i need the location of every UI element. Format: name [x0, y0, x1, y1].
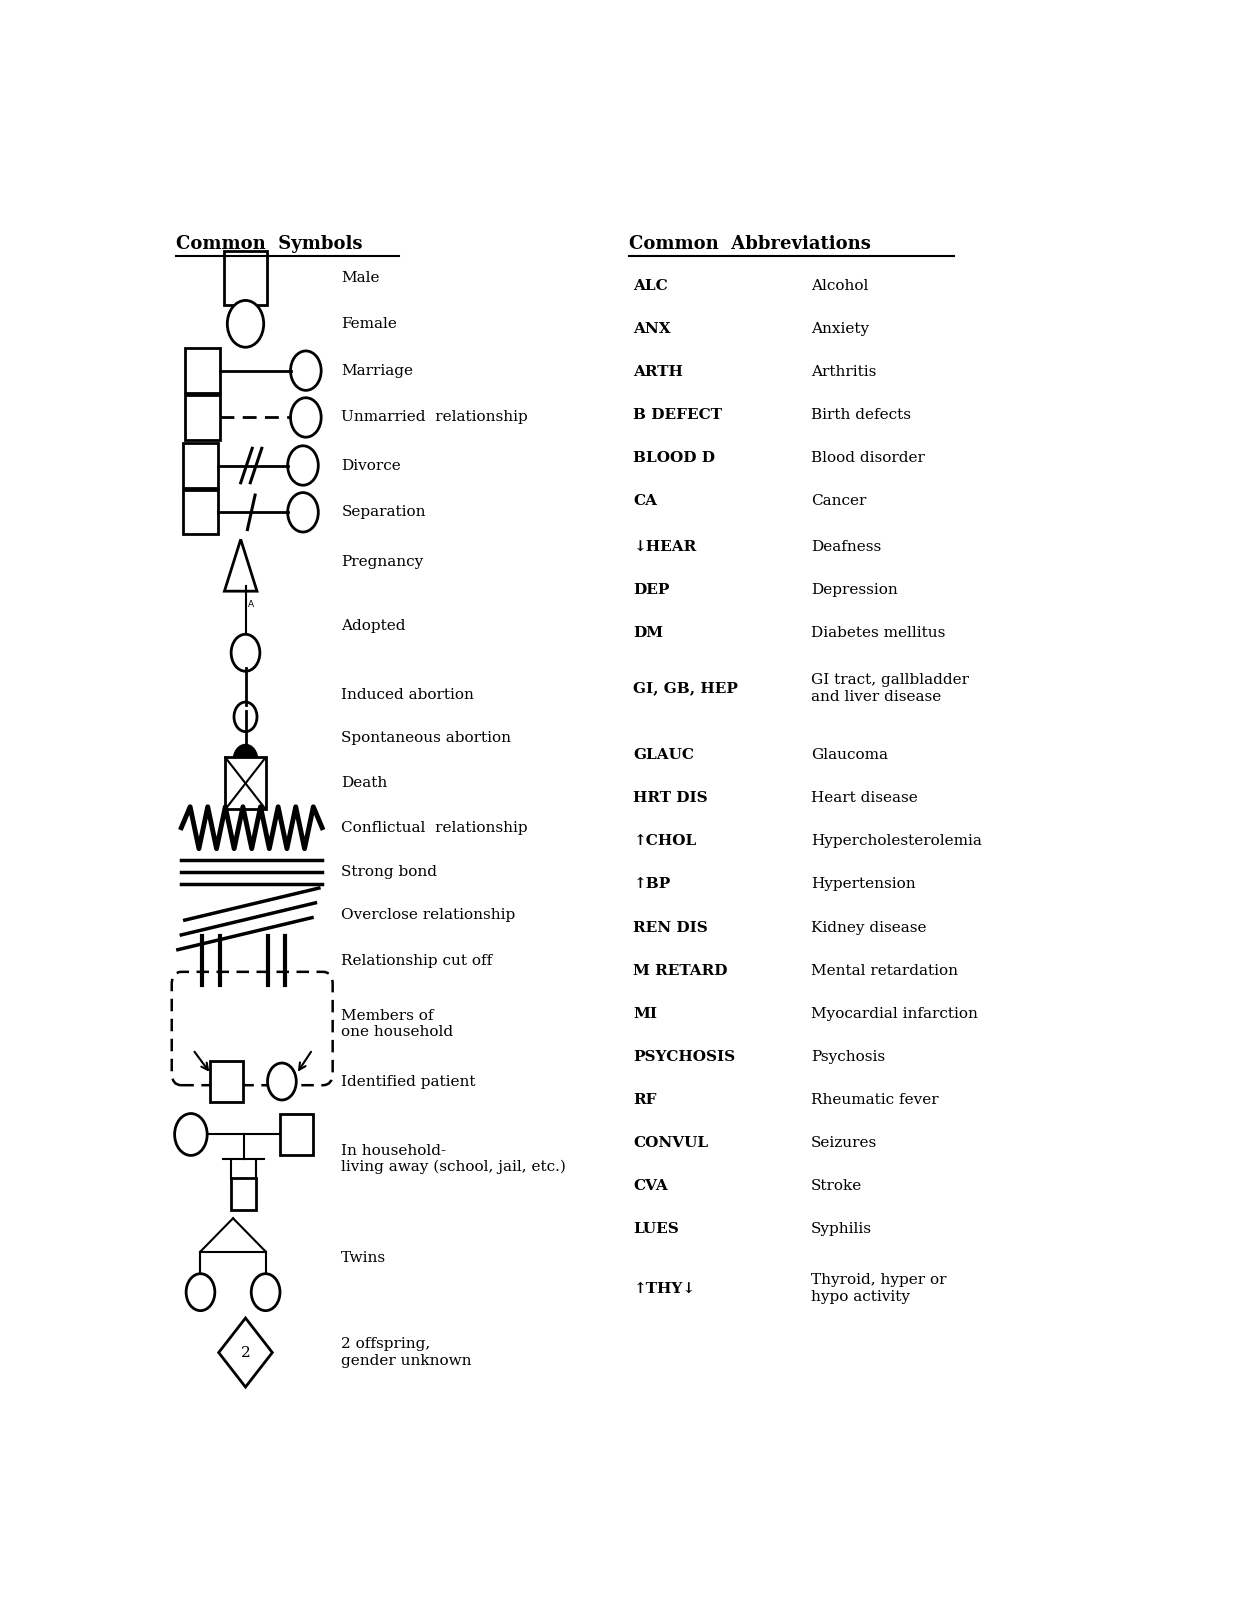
- Text: PSYCHOSIS: PSYCHOSIS: [634, 1050, 735, 1064]
- Text: ANX: ANX: [634, 322, 671, 336]
- Text: Thyroid, hyper or
hypo activity: Thyroid, hyper or hypo activity: [811, 1274, 947, 1304]
- Text: Birth defects: Birth defects: [811, 408, 911, 422]
- Text: Death: Death: [341, 776, 388, 790]
- Text: In household-
living away (school, jail, etc.): In household- living away (school, jail,…: [341, 1144, 566, 1174]
- Text: Diabetes mellitus: Diabetes mellitus: [811, 626, 946, 640]
- Text: CVA: CVA: [634, 1179, 669, 1194]
- Bar: [185, 349, 220, 394]
- Text: DM: DM: [634, 626, 664, 640]
- Text: Seizures: Seizures: [811, 1136, 876, 1150]
- Polygon shape: [219, 1318, 272, 1387]
- Text: 2 offspring,
gender unknown: 2 offspring, gender unknown: [341, 1338, 472, 1368]
- Text: Mental retardation: Mental retardation: [811, 963, 958, 978]
- Text: GLAUC: GLAUC: [634, 749, 695, 762]
- Bar: [225, 757, 266, 810]
- Text: ALC: ALC: [634, 278, 669, 293]
- Text: Marriage: Marriage: [341, 363, 413, 378]
- Text: Hypertension: Hypertension: [811, 877, 916, 891]
- Text: Overclose relationship: Overclose relationship: [341, 909, 515, 922]
- Text: A: A: [248, 600, 255, 610]
- Circle shape: [187, 1274, 215, 1310]
- Text: ↑BP: ↑BP: [634, 877, 671, 891]
- Text: Induced abortion: Induced abortion: [341, 688, 475, 702]
- Bar: [210, 1061, 242, 1102]
- Text: Unmarried  relationship: Unmarried relationship: [341, 411, 528, 424]
- Text: ↑THY↓: ↑THY↓: [634, 1282, 696, 1296]
- Text: ↑CHOL: ↑CHOL: [634, 834, 697, 848]
- Bar: [225, 251, 267, 306]
- Text: Anxiety: Anxiety: [811, 322, 869, 336]
- Circle shape: [231, 634, 260, 672]
- Text: Twins: Twins: [341, 1251, 387, 1264]
- Circle shape: [290, 350, 321, 390]
- Circle shape: [288, 446, 319, 485]
- Text: REN DIS: REN DIS: [634, 920, 708, 934]
- Text: 2: 2: [241, 1346, 251, 1360]
- Text: Common  Abbreviations: Common Abbreviations: [629, 235, 870, 253]
- Text: Depression: Depression: [811, 582, 897, 597]
- Text: Rheumatic fever: Rheumatic fever: [811, 1093, 938, 1107]
- Text: Heart disease: Heart disease: [811, 790, 917, 805]
- Text: Glaucoma: Glaucoma: [811, 749, 887, 762]
- Text: Members of
one household: Members of one household: [341, 1008, 454, 1038]
- Text: Alcohol: Alcohol: [811, 278, 868, 293]
- Circle shape: [227, 301, 263, 347]
- Circle shape: [288, 493, 319, 533]
- Text: ↓HEAR: ↓HEAR: [634, 539, 697, 554]
- FancyBboxPatch shape: [172, 971, 332, 1085]
- Circle shape: [267, 1062, 297, 1099]
- Text: DEP: DEP: [634, 582, 670, 597]
- Text: B DEFECT: B DEFECT: [634, 408, 723, 422]
- Circle shape: [251, 1274, 281, 1310]
- Text: GI tract, gallbladder
and liver disease: GI tract, gallbladder and liver disease: [811, 674, 969, 704]
- Polygon shape: [225, 539, 257, 590]
- Bar: [231, 1178, 256, 1210]
- Text: Stroke: Stroke: [811, 1179, 861, 1194]
- Bar: [183, 443, 218, 488]
- Text: LUES: LUES: [634, 1222, 680, 1237]
- Bar: [185, 395, 220, 440]
- Circle shape: [234, 746, 257, 774]
- Text: Conflictual  relationship: Conflictual relationship: [341, 821, 528, 835]
- Text: Myocardial infarction: Myocardial infarction: [811, 1006, 978, 1021]
- Bar: [281, 1114, 313, 1155]
- Circle shape: [290, 398, 321, 437]
- Text: Psychosis: Psychosis: [811, 1050, 885, 1064]
- Text: Hypercholesterolemia: Hypercholesterolemia: [811, 834, 981, 848]
- Text: ARTH: ARTH: [634, 365, 684, 379]
- Text: Female: Female: [341, 317, 397, 331]
- Text: Arthritis: Arthritis: [811, 365, 876, 379]
- Text: Spontaneous abortion: Spontaneous abortion: [341, 731, 512, 744]
- Text: Relationship cut off: Relationship cut off: [341, 954, 492, 968]
- Text: M RETARD: M RETARD: [634, 963, 728, 978]
- Text: CONVUL: CONVUL: [634, 1136, 708, 1150]
- Text: Blood disorder: Blood disorder: [811, 451, 925, 466]
- Circle shape: [174, 1114, 208, 1155]
- Text: Separation: Separation: [341, 506, 425, 520]
- Text: Cancer: Cancer: [811, 494, 866, 509]
- Text: MI: MI: [634, 1006, 658, 1021]
- Text: Deafness: Deafness: [811, 539, 881, 554]
- Text: Male: Male: [341, 272, 379, 285]
- Text: Syphilis: Syphilis: [811, 1222, 871, 1237]
- Text: Identified patient: Identified patient: [341, 1075, 476, 1088]
- Text: GI, GB, HEP: GI, GB, HEP: [634, 682, 738, 696]
- Text: Common  Symbols: Common Symbols: [176, 235, 362, 253]
- Text: Divorce: Divorce: [341, 459, 400, 472]
- Text: Kidney disease: Kidney disease: [811, 920, 926, 934]
- Text: Pregnancy: Pregnancy: [341, 555, 424, 568]
- Text: RF: RF: [634, 1093, 658, 1107]
- Circle shape: [234, 702, 257, 731]
- Text: Strong bond: Strong bond: [341, 866, 438, 878]
- Text: BLOOD D: BLOOD D: [634, 451, 716, 466]
- Bar: [183, 490, 218, 534]
- Text: Adopted: Adopted: [341, 619, 405, 632]
- Text: HRT DIS: HRT DIS: [634, 790, 708, 805]
- Text: CA: CA: [634, 494, 658, 509]
